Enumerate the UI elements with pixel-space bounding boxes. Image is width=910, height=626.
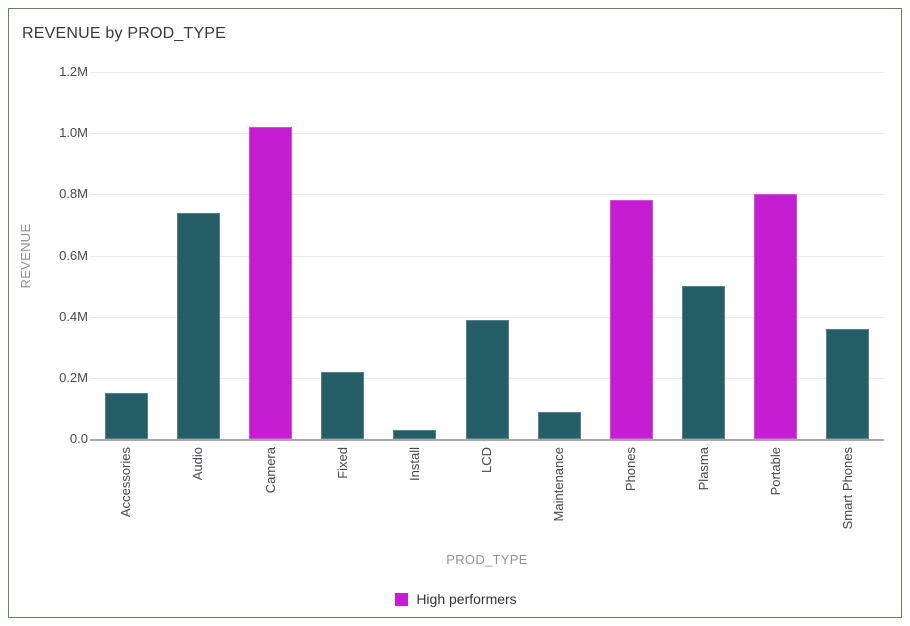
legend-swatch-icon [395, 592, 409, 606]
bar-audio[interactable] [176, 212, 220, 439]
gridline [90, 194, 884, 196]
x-axis-line [90, 439, 884, 441]
x-tick-label-fixed: Fixed [334, 447, 350, 479]
x-tick-label-audio: Audio [190, 447, 206, 481]
bar-accessories[interactable] [104, 393, 148, 439]
x-axis-title: PROD_TYPE [446, 552, 528, 567]
bar-phones[interactable] [609, 200, 653, 439]
gridline [90, 133, 884, 135]
bar-plasma[interactable] [682, 286, 725, 439]
bar-smart-phones[interactable] [826, 328, 870, 439]
bar-fixed[interactable] [321, 371, 365, 439]
chart-card: REVENUE by PROD_TYPE 0.0 0.2M 0.4M 0.6M 0.8M… [8, 8, 902, 618]
bar-maintenance[interactable] [537, 411, 581, 439]
x-tick-label-portable: Portable [767, 447, 783, 496]
x-tick-label-smart-phones: Smart Phones [839, 447, 855, 530]
x-tick-label-phones: Phones [623, 447, 639, 492]
legend-item-high-performers[interactable]: High performers [395, 591, 517, 607]
bar-camera[interactable] [249, 127, 292, 439]
chart-title: REVENUE by PROD_TYPE [22, 25, 227, 42]
legend-label: High performers [416, 591, 517, 607]
x-tick-label-accessories: Accessories [118, 447, 134, 518]
x-tick-label-install: Install [406, 447, 422, 481]
y-tick-label-0-4m: 0.4M [59, 308, 88, 324]
y-tick-label-1-2m: 1.2M [59, 64, 88, 79]
bar-install[interactable] [393, 429, 437, 439]
gridline [90, 316, 884, 318]
y-tick-label-0-2m: 0.2M [59, 369, 88, 385]
legend: High performers [9, 591, 903, 607]
x-tick-label-maintenance: Maintenance [551, 447, 567, 522]
y-axis-title: REVENUE [18, 223, 33, 288]
bar-lcd[interactable] [465, 319, 509, 439]
x-tick-label-lcd: LCD [479, 447, 494, 474]
x-tick-label-camera: Camera [262, 447, 278, 494]
y-tick-label-0-0: 0.0 [69, 431, 88, 446]
gridline [90, 72, 884, 73]
bar-portable[interactable] [754, 194, 798, 439]
y-tick-label-0-8m: 0.8M [59, 186, 88, 202]
gridline [90, 255, 884, 257]
x-tick-label-plasma: Plasma [695, 447, 711, 491]
y-tick-label-0-6m: 0.6M [59, 247, 88, 263]
y-tick-label-1-0m: 1.0M [59, 125, 88, 141]
